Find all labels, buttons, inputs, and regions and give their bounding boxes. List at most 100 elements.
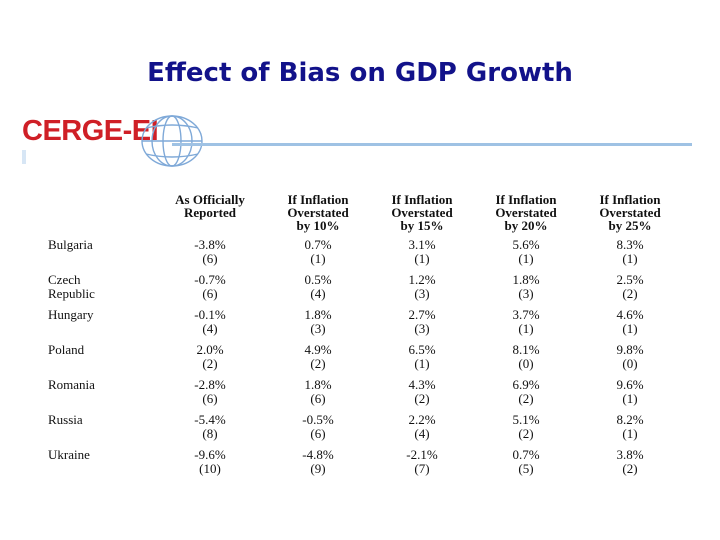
globe-icon xyxy=(141,115,203,167)
country-cell: Ukraine xyxy=(48,448,154,483)
growth-value: 2.2% xyxy=(408,412,436,427)
growth-value: 4.3% xyxy=(408,377,436,392)
growth-value: -0.1% xyxy=(194,307,226,322)
header-line: If Inflation xyxy=(599,192,661,207)
slide-title: Effect of Bias on GDP Growth xyxy=(147,58,573,88)
growth-value: 3.1% xyxy=(408,237,436,252)
header-official: As Officially Reported xyxy=(154,190,266,238)
header-line: As Officially xyxy=(175,192,245,207)
logo-rule xyxy=(172,143,692,146)
header-line: by 10% xyxy=(296,218,340,233)
growth-value: 1.8% xyxy=(304,307,332,322)
table-body: Bulgaria -3.8% (6) 0.7% (1) 3.1% (1) 5.6% (1) 8.3… xyxy=(48,238,682,483)
growth-rank: (3) xyxy=(414,320,430,336)
growth-rank: (1) xyxy=(622,250,638,266)
growth-rank: (1) xyxy=(310,250,326,266)
country-name: Russia xyxy=(48,412,83,427)
header-line: by 25% xyxy=(608,218,652,233)
growth-cell: 8.3% (1) xyxy=(578,238,682,273)
header-line: If Inflation xyxy=(391,192,453,207)
growth-value: 8.1% xyxy=(512,342,540,357)
growth-value: 9.6% xyxy=(616,377,644,392)
growth-rank: (4) xyxy=(310,285,326,301)
growth-cell: 8.1% (0) xyxy=(474,343,578,378)
growth-cell: -0.7% (6) xyxy=(154,273,266,308)
header-country xyxy=(48,190,154,238)
growth-rank: (3) xyxy=(518,285,534,301)
growth-rank: (4) xyxy=(414,425,430,441)
growth-value: 4.9% xyxy=(304,342,332,357)
table-row: Czech Republic -0.7% (6) 0.5% (4) 1.2% (3) 1.8%(… xyxy=(48,273,682,308)
growth-value: -2.8% xyxy=(194,377,226,392)
table-row: Romania -2.8% (6) 1.8% (6) 4.3% (2) 6.9% (2) 9.6%… xyxy=(48,378,682,413)
header-line: Overstated xyxy=(287,205,349,220)
header-line: Overstated xyxy=(599,205,661,220)
growth-value: 8.2% xyxy=(616,412,644,427)
table-row: Hungary -0.1% (4) 1.8% (3) 2.7% (3) 3.7% (1) 4.6%… xyxy=(48,308,682,343)
growth-value: 2.7% xyxy=(408,307,436,322)
growth-value: 3.8% xyxy=(616,447,644,462)
logo-rule-accent xyxy=(22,150,26,164)
growth-value: 2.0% xyxy=(196,342,224,357)
growth-cell: 9.6% (1) xyxy=(578,378,682,413)
growth-value: 6.5% xyxy=(408,342,436,357)
growth-value: 1.8% xyxy=(304,377,332,392)
growth-cell: -0.1% (4) xyxy=(154,308,266,343)
header-line: Overstated xyxy=(495,205,557,220)
table-row: Ukraine -9.6% (10) -4.8% (9) -2.1% (7) 0.7% (5) 3… xyxy=(48,448,682,483)
country-cell: Russia xyxy=(48,413,154,448)
table-row: Bulgaria -3.8% (6) 0.7% (1) 3.1% (1) 5.6% (1) 8.3… xyxy=(48,238,682,273)
growth-rank: (2) xyxy=(518,390,534,406)
growth-rank: (1) xyxy=(414,250,430,266)
growth-cell: -3.8% (6) xyxy=(154,238,266,273)
growth-value: 1.2% xyxy=(408,272,436,287)
growth-cell: 8.2% (1) xyxy=(578,413,682,448)
growth-cell: 6.9% (2) xyxy=(474,378,578,413)
growth-value: 2.5% xyxy=(616,272,644,287)
country-cell: Czech Republic xyxy=(48,273,154,308)
table-row: Russia -5.4% (8) -0.5% (6) 2.2% (4) 5.1% (2) 8.2%… xyxy=(48,413,682,448)
country-cell: Hungary xyxy=(48,308,154,343)
growth-rank: (2) xyxy=(518,425,534,441)
header-line: Reported xyxy=(184,205,236,220)
header-line: Overstated xyxy=(391,205,453,220)
header-20: If Inflation Overstated by 20% xyxy=(474,190,578,238)
growth-rank: (3) xyxy=(414,285,430,301)
growth-rank: (0) xyxy=(518,355,534,371)
header-line: by 15% xyxy=(400,218,444,233)
growth-rank: (10) xyxy=(199,460,221,476)
growth-cell: 0.7% (5) xyxy=(474,448,578,483)
country-name: Romania xyxy=(48,377,95,392)
growth-rank: (1) xyxy=(518,320,534,336)
growth-value: 0.7% xyxy=(304,237,332,252)
growth-rank: (0) xyxy=(622,355,638,371)
growth-cell: 5.6% (1) xyxy=(474,238,578,273)
growth-cell: -2.8% (6) xyxy=(154,378,266,413)
growth-value: 5.1% xyxy=(512,412,540,427)
growth-cell: 3.8% (2) xyxy=(578,448,682,483)
growth-cell: 6.5% (1) xyxy=(370,343,474,378)
growth-cell: 1.8% (3) xyxy=(474,273,578,308)
growth-cell: 9.8% (0) xyxy=(578,343,682,378)
growth-rank: (2) xyxy=(202,355,218,371)
growth-value: 5.6% xyxy=(512,237,540,252)
growth-cell: 2.5% (2) xyxy=(578,273,682,308)
header-25: If Inflation Overstated by 25% xyxy=(578,190,682,238)
growth-value: 0.5% xyxy=(304,272,332,287)
growth-rank: (6) xyxy=(202,250,218,266)
growth-cell: -9.6% (10) xyxy=(154,448,266,483)
table-header-row: As Officially Reported If Inflation Over… xyxy=(48,190,682,238)
country-name: Bulgaria xyxy=(48,237,93,252)
growth-value: 0.7% xyxy=(512,447,540,462)
header-10: If Inflation Overstated by 10% xyxy=(266,190,370,238)
growth-cell: 3.1% (1) xyxy=(370,238,474,273)
growth-rank: (1) xyxy=(622,390,638,406)
growth-rank: (2) xyxy=(622,285,638,301)
growth-cell: 1.8% (6) xyxy=(266,378,370,413)
growth-cell: -4.8% (9) xyxy=(266,448,370,483)
growth-cell: 4.3% (2) xyxy=(370,378,474,413)
growth-cell: 2.7% (3) xyxy=(370,308,474,343)
country-name: Poland xyxy=(48,342,85,357)
header-15: If Inflation Overstated by 15% xyxy=(370,190,474,238)
cerge-ei-logo: CERGE-EI xyxy=(22,112,692,170)
